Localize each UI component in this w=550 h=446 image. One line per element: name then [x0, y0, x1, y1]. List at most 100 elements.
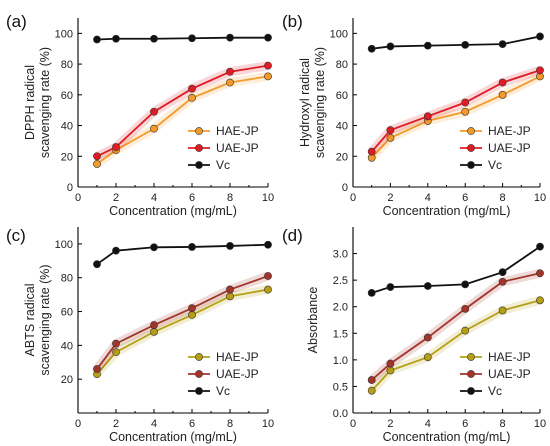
x-tick-label: 8	[500, 192, 506, 204]
data-point	[226, 285, 234, 294]
series-line	[96, 36, 268, 41]
legend-label: UAE-JP	[216, 367, 259, 381]
y-tick-label: 40	[61, 340, 73, 352]
series-line	[371, 299, 541, 392]
data-point	[150, 124, 158, 133]
data-point	[461, 98, 470, 107]
data-point	[188, 93, 196, 102]
legend-marker	[467, 161, 475, 169]
panel-label: (a)	[6, 12, 27, 31]
data-point	[93, 260, 101, 269]
legend-label: HAE-JP	[216, 124, 259, 138]
data-point	[264, 72, 272, 81]
data-point	[264, 240, 272, 249]
data-point	[498, 277, 507, 286]
legend-label: HAE-JP	[216, 350, 259, 364]
data-point	[498, 78, 507, 87]
x-tick-label: 2	[387, 192, 393, 204]
data-point	[498, 40, 507, 49]
y-axis-label: ABTS radical	[23, 284, 37, 357]
data-point	[367, 386, 376, 395]
legend-marker	[195, 387, 203, 395]
data-point	[386, 126, 395, 135]
x-axis-label: Concentration (mg/mL)	[383, 204, 511, 218]
data-point	[461, 107, 470, 116]
data-point	[461, 280, 470, 289]
series-line	[96, 243, 269, 265]
series-line	[96, 75, 269, 165]
panel-label: (c)	[6, 226, 26, 245]
series-line	[371, 245, 541, 294]
data-point	[112, 143, 120, 151]
data-point	[498, 268, 507, 277]
series-HAE-JP	[93, 285, 272, 379]
data-point	[461, 40, 470, 49]
data-point	[93, 365, 101, 373]
x-tick-label: 4	[151, 192, 157, 204]
y-axis-label: Absorbance	[306, 287, 320, 354]
legend-marker	[467, 370, 475, 378]
series-line	[371, 75, 541, 159]
data-point	[226, 242, 234, 250]
y-axis-label: Hydroxyl radical	[298, 58, 312, 147]
x-tick-label: 0	[350, 418, 356, 430]
y-tick-label: 60	[61, 307, 73, 319]
data-point	[423, 282, 432, 290]
y-tick-label: 80	[336, 59, 348, 71]
data-point	[386, 42, 395, 51]
data-point	[423, 112, 432, 121]
data-point	[150, 321, 158, 329]
x-tick-label: 8	[227, 418, 233, 430]
data-point	[536, 296, 544, 305]
data-point	[226, 78, 234, 87]
y-axis-label: scavenging rate (%)	[38, 264, 52, 375]
legend-label: Vc	[216, 384, 230, 398]
x-tick-label: 6	[462, 192, 468, 204]
data-point	[536, 66, 544, 75]
data-point	[423, 333, 432, 342]
x-tick-label: 10	[262, 192, 274, 204]
y-tick-label: 40	[61, 121, 73, 133]
series-UAE-JP	[367, 65, 544, 156]
data-point	[93, 35, 101, 44]
data-point	[498, 306, 507, 315]
y-tick-label: 20	[61, 151, 73, 163]
series-line	[371, 35, 541, 50]
y-tick-label: 2.5	[333, 275, 348, 287]
x-tick-label: 10	[534, 418, 546, 430]
data-point	[93, 160, 101, 168]
x-axis-label: Concentration (mg/mL)	[109, 204, 237, 218]
legend-label: Vc	[216, 158, 230, 172]
series-error-band	[368, 268, 541, 384]
series-line	[96, 275, 269, 370]
x-tick-label: 2	[113, 418, 119, 430]
data-point	[536, 269, 544, 278]
panel-label: (b)	[282, 12, 303, 31]
legend-marker	[467, 387, 475, 395]
data-point	[367, 44, 376, 53]
x-tick-label: 0	[75, 192, 81, 204]
legend-label: HAE-JP	[488, 350, 531, 364]
panel-label: (d)	[282, 226, 303, 245]
x-tick-label: 6	[462, 418, 468, 430]
x-axis-label: Concentration (mg/mL)	[109, 430, 237, 444]
x-tick-label: 4	[425, 192, 431, 204]
y-tick-label: 80	[61, 273, 73, 285]
y-axis-label: scavenging rate (%)	[313, 47, 327, 158]
legend-marker	[195, 144, 203, 152]
data-point	[226, 33, 234, 42]
x-tick-label: 0	[75, 418, 81, 430]
series-Vc	[367, 242, 544, 297]
y-tick-label: 60	[61, 90, 73, 102]
legend-marker	[467, 353, 475, 361]
y-tick-label: 2.0	[333, 302, 348, 314]
series-line	[371, 272, 541, 381]
x-tick-label: 4	[425, 418, 431, 430]
legend-label: UAE-JP	[216, 141, 259, 155]
series-line	[371, 69, 541, 153]
data-point	[423, 41, 432, 50]
series-Vc	[93, 33, 272, 44]
